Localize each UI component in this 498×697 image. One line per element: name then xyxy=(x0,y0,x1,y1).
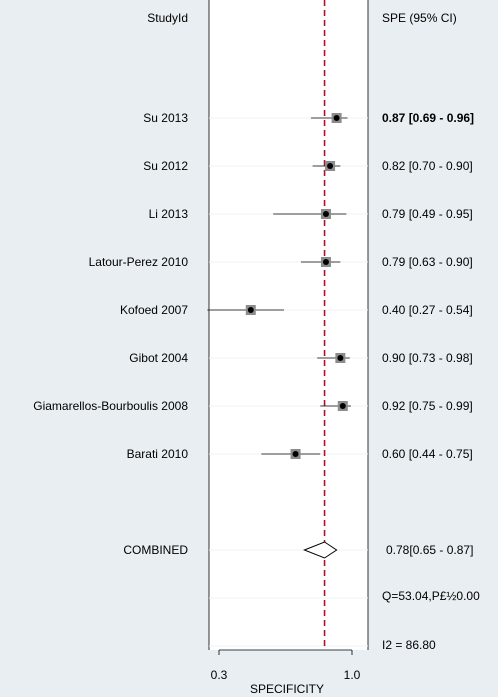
point-estimate xyxy=(247,307,254,313)
point-estimate xyxy=(292,451,299,457)
point-estimate xyxy=(339,403,346,409)
ci-label: 0.79 [0.49 - 0.95] xyxy=(382,207,473,221)
point-estimate xyxy=(322,259,329,265)
study-label: Li 2013 xyxy=(149,207,189,221)
ci-labels: 0.87 [0.69 - 0.96] 0.82 [0.70 - 0.90] 0.79… xyxy=(382,111,474,557)
point-estimate xyxy=(337,355,344,361)
point-estimate xyxy=(327,163,334,169)
combined-ci-label: 0.78[0.65 - 0.87] xyxy=(386,543,473,557)
x-axis-ticks: 0.3 1.0 xyxy=(211,650,361,682)
study-label: Su 2013 xyxy=(143,111,188,125)
ci-label: 0.40 [0.27 - 0.54] xyxy=(382,303,473,317)
left-header: StudyId xyxy=(147,11,188,25)
ci-label: 0.79 [0.63 - 0.90] xyxy=(382,255,473,269)
x-tick-label: 0.3 xyxy=(211,668,228,682)
study-labels: Su 2013 Su 2012 Li 2013 Latour-Perez 2010 Ko… xyxy=(33,111,188,557)
point-estimate xyxy=(322,211,329,217)
heterogeneity-q: Q=53.04,P£½0.00 xyxy=(382,589,480,603)
study-label: Barati 2010 xyxy=(127,447,189,461)
heterogeneity-stats: Q=53.04,P£½0.00 I2 = 86.80 xyxy=(382,589,480,652)
study-label: Gibot 2004 xyxy=(129,351,188,365)
combined-diamond xyxy=(303,541,338,559)
x-axis-label: SPECIFICITY xyxy=(250,682,324,696)
study-label: Latour-Perez 2010 xyxy=(89,255,189,269)
study-label: Su 2012 xyxy=(143,159,188,173)
study-label: Giamarellos-Bourboulis 2008 xyxy=(33,399,188,413)
ci-label: 0.60 [0.44 - 0.75] xyxy=(382,447,473,461)
study-label: Kofoed 2007 xyxy=(120,303,188,317)
combined-label: COMBINED xyxy=(123,543,188,557)
ci-label: 0.87 [0.69 - 0.96] xyxy=(382,111,474,125)
plot-panel xyxy=(209,0,368,650)
study-marks xyxy=(207,113,351,559)
point-estimate xyxy=(333,115,340,121)
ci-label: 0.90 [0.73 - 0.98] xyxy=(382,351,473,365)
x-tick-label: 1.0 xyxy=(344,668,361,682)
ci-label: 0.92 [0.75 - 0.99] xyxy=(382,399,473,413)
heterogeneity-i2: I2 = 86.80 xyxy=(382,638,436,652)
ci-label: 0.82 [0.70 - 0.90] xyxy=(382,159,473,173)
right-header: SPE (95% CI) xyxy=(382,11,457,25)
